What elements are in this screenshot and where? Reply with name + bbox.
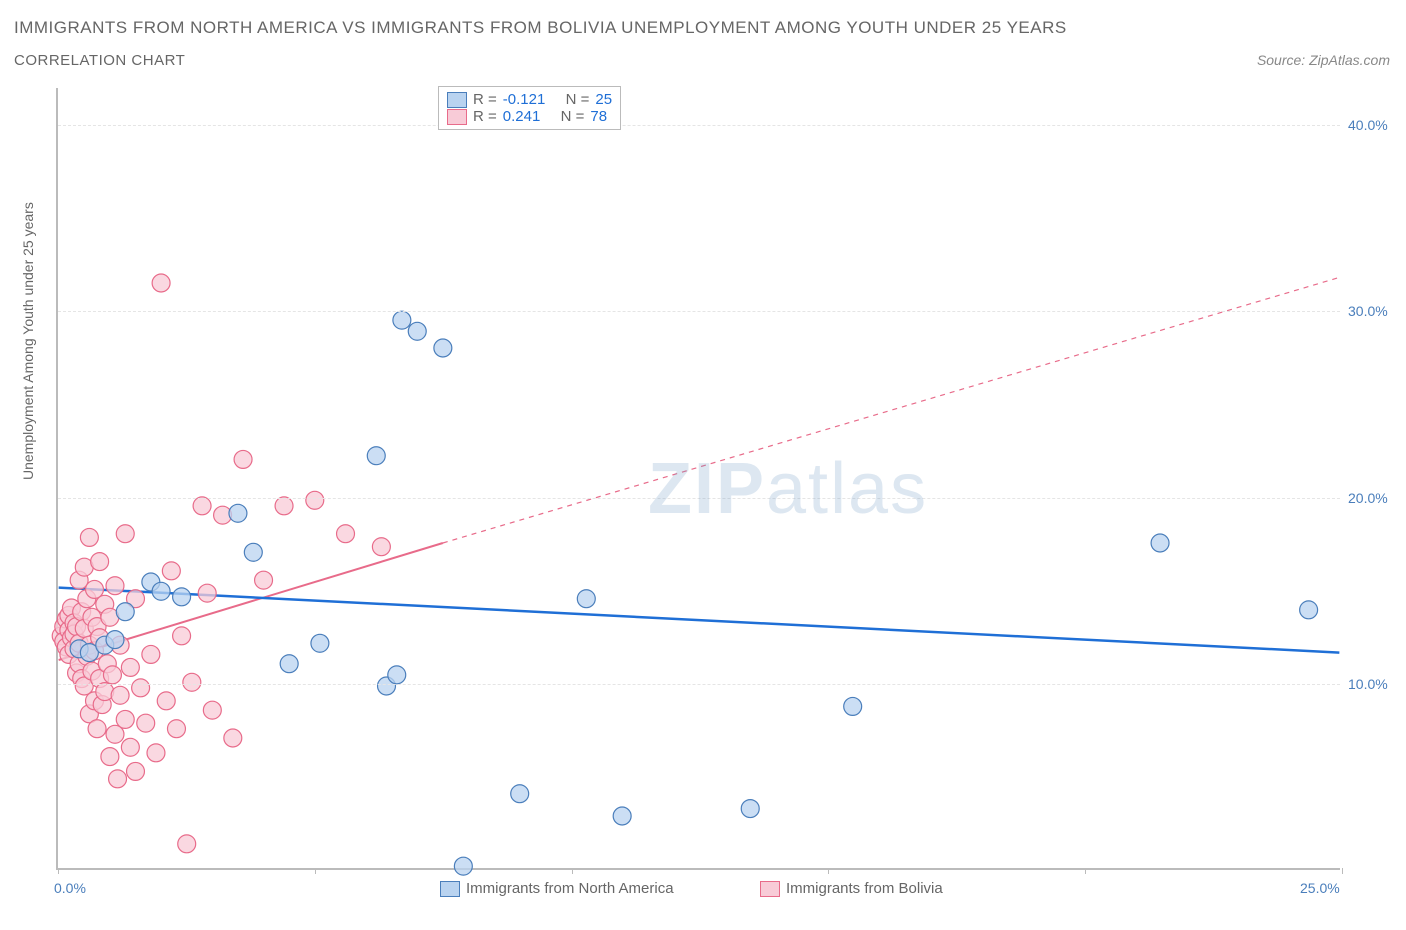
source-attribution: Source: ZipAtlas.com bbox=[1257, 52, 1390, 68]
scatter-point bbox=[337, 525, 355, 543]
title-primary: IMMIGRANTS FROM NORTH AMERICA VS IMMIGRA… bbox=[14, 18, 1067, 38]
scatter-point bbox=[408, 322, 426, 340]
scatter-point bbox=[152, 582, 170, 600]
scatter-point bbox=[91, 553, 109, 571]
chart-container: IMMIGRANTS FROM NORTH AMERICA VS IMMIGRA… bbox=[0, 0, 1406, 930]
swatch-pink-icon bbox=[447, 109, 467, 125]
scatter-point bbox=[127, 762, 145, 780]
scatter-points-layer bbox=[58, 88, 1340, 868]
scatter-point bbox=[106, 577, 124, 595]
scatter-point bbox=[275, 497, 293, 515]
scatter-point bbox=[1300, 601, 1318, 619]
x-tick bbox=[58, 868, 59, 874]
scatter-point bbox=[103, 666, 121, 684]
scatter-point bbox=[178, 835, 196, 853]
n-value-blue: 25 bbox=[595, 91, 612, 108]
r-label: R = bbox=[473, 108, 497, 125]
swatch-blue-icon bbox=[447, 92, 467, 108]
gridline-h bbox=[58, 125, 1340, 126]
scatter-point bbox=[577, 590, 595, 608]
scatter-point bbox=[255, 571, 273, 589]
scatter-point bbox=[511, 785, 529, 803]
scatter-point bbox=[142, 645, 160, 663]
x-tick-label-right: 25.0% bbox=[1300, 880, 1340, 896]
legend-label-pink: Immigrants from Bolivia bbox=[786, 880, 943, 897]
correlation-legend-row-blue: R = -0.121 N = 25 bbox=[447, 91, 612, 108]
scatter-point bbox=[152, 274, 170, 292]
scatter-point bbox=[244, 543, 262, 561]
scatter-point bbox=[229, 504, 247, 522]
scatter-point bbox=[106, 631, 124, 649]
scatter-point bbox=[116, 710, 134, 728]
scatter-point bbox=[173, 627, 191, 645]
y-tick-label: 10.0% bbox=[1348, 676, 1388, 692]
scatter-point bbox=[173, 588, 191, 606]
scatter-point bbox=[116, 603, 134, 621]
scatter-point bbox=[224, 729, 242, 747]
scatter-point bbox=[157, 692, 175, 710]
series-legend-blue: Immigrants from North America bbox=[440, 880, 674, 897]
legend-label-blue: Immigrants from North America bbox=[466, 880, 674, 897]
scatter-point bbox=[101, 748, 119, 766]
scatter-point bbox=[454, 857, 472, 875]
scatter-point bbox=[162, 562, 180, 580]
r-value-blue: -0.121 bbox=[503, 91, 546, 108]
scatter-point bbox=[111, 686, 129, 704]
scatter-point bbox=[132, 679, 150, 697]
scatter-point bbox=[88, 720, 106, 738]
scatter-point bbox=[741, 800, 759, 818]
r-label: R = bbox=[473, 91, 497, 108]
x-tick bbox=[315, 868, 316, 874]
scatter-point bbox=[393, 311, 411, 329]
scatter-point bbox=[137, 714, 155, 732]
title-secondary: CORRELATION CHART bbox=[14, 52, 185, 69]
y-tick-label: 20.0% bbox=[1348, 490, 1388, 506]
plot-area: ZIPatlas R = -0.121 N = 25 R = 0.241 N =… bbox=[56, 88, 1340, 870]
x-tick bbox=[1342, 868, 1343, 874]
scatter-point bbox=[367, 447, 385, 465]
scatter-point bbox=[193, 497, 211, 515]
gridline-h bbox=[58, 498, 1340, 499]
scatter-point bbox=[167, 720, 185, 738]
scatter-point bbox=[80, 528, 98, 546]
n-value-pink: 78 bbox=[590, 108, 607, 125]
x-tick-label-left: 0.0% bbox=[54, 880, 86, 896]
scatter-point bbox=[306, 491, 324, 509]
scatter-point bbox=[280, 655, 298, 673]
scatter-point bbox=[311, 634, 329, 652]
scatter-point bbox=[1151, 534, 1169, 552]
scatter-point bbox=[147, 744, 165, 762]
scatter-point bbox=[613, 807, 631, 825]
swatch-pink-icon bbox=[760, 881, 780, 897]
correlation-legend: R = -0.121 N = 25 R = 0.241 N = 78 bbox=[438, 86, 621, 130]
scatter-point bbox=[372, 538, 390, 556]
scatter-point bbox=[388, 666, 406, 684]
scatter-point bbox=[844, 697, 862, 715]
y-tick-label: 30.0% bbox=[1348, 303, 1388, 319]
gridline-h bbox=[58, 684, 1340, 685]
n-label: N = bbox=[561, 108, 585, 125]
scatter-point bbox=[109, 770, 127, 788]
series-legend-pink: Immigrants from Bolivia bbox=[760, 880, 943, 897]
scatter-point bbox=[183, 673, 201, 691]
scatter-point bbox=[203, 701, 221, 719]
scatter-point bbox=[198, 584, 216, 602]
n-label: N = bbox=[566, 91, 590, 108]
scatter-point bbox=[121, 658, 139, 676]
x-tick bbox=[572, 868, 573, 874]
x-tick bbox=[828, 868, 829, 874]
y-tick-label: 40.0% bbox=[1348, 117, 1388, 133]
gridline-h bbox=[58, 311, 1340, 312]
x-tick bbox=[1085, 868, 1086, 874]
r-value-pink: 0.241 bbox=[503, 108, 541, 125]
scatter-point bbox=[434, 339, 452, 357]
y-axis-label: Unemployment Among Youth under 25 years bbox=[20, 202, 36, 480]
swatch-blue-icon bbox=[440, 881, 460, 897]
scatter-point bbox=[121, 738, 139, 756]
correlation-legend-row-pink: R = 0.241 N = 78 bbox=[447, 108, 612, 125]
scatter-point bbox=[116, 525, 134, 543]
scatter-point bbox=[234, 450, 252, 468]
